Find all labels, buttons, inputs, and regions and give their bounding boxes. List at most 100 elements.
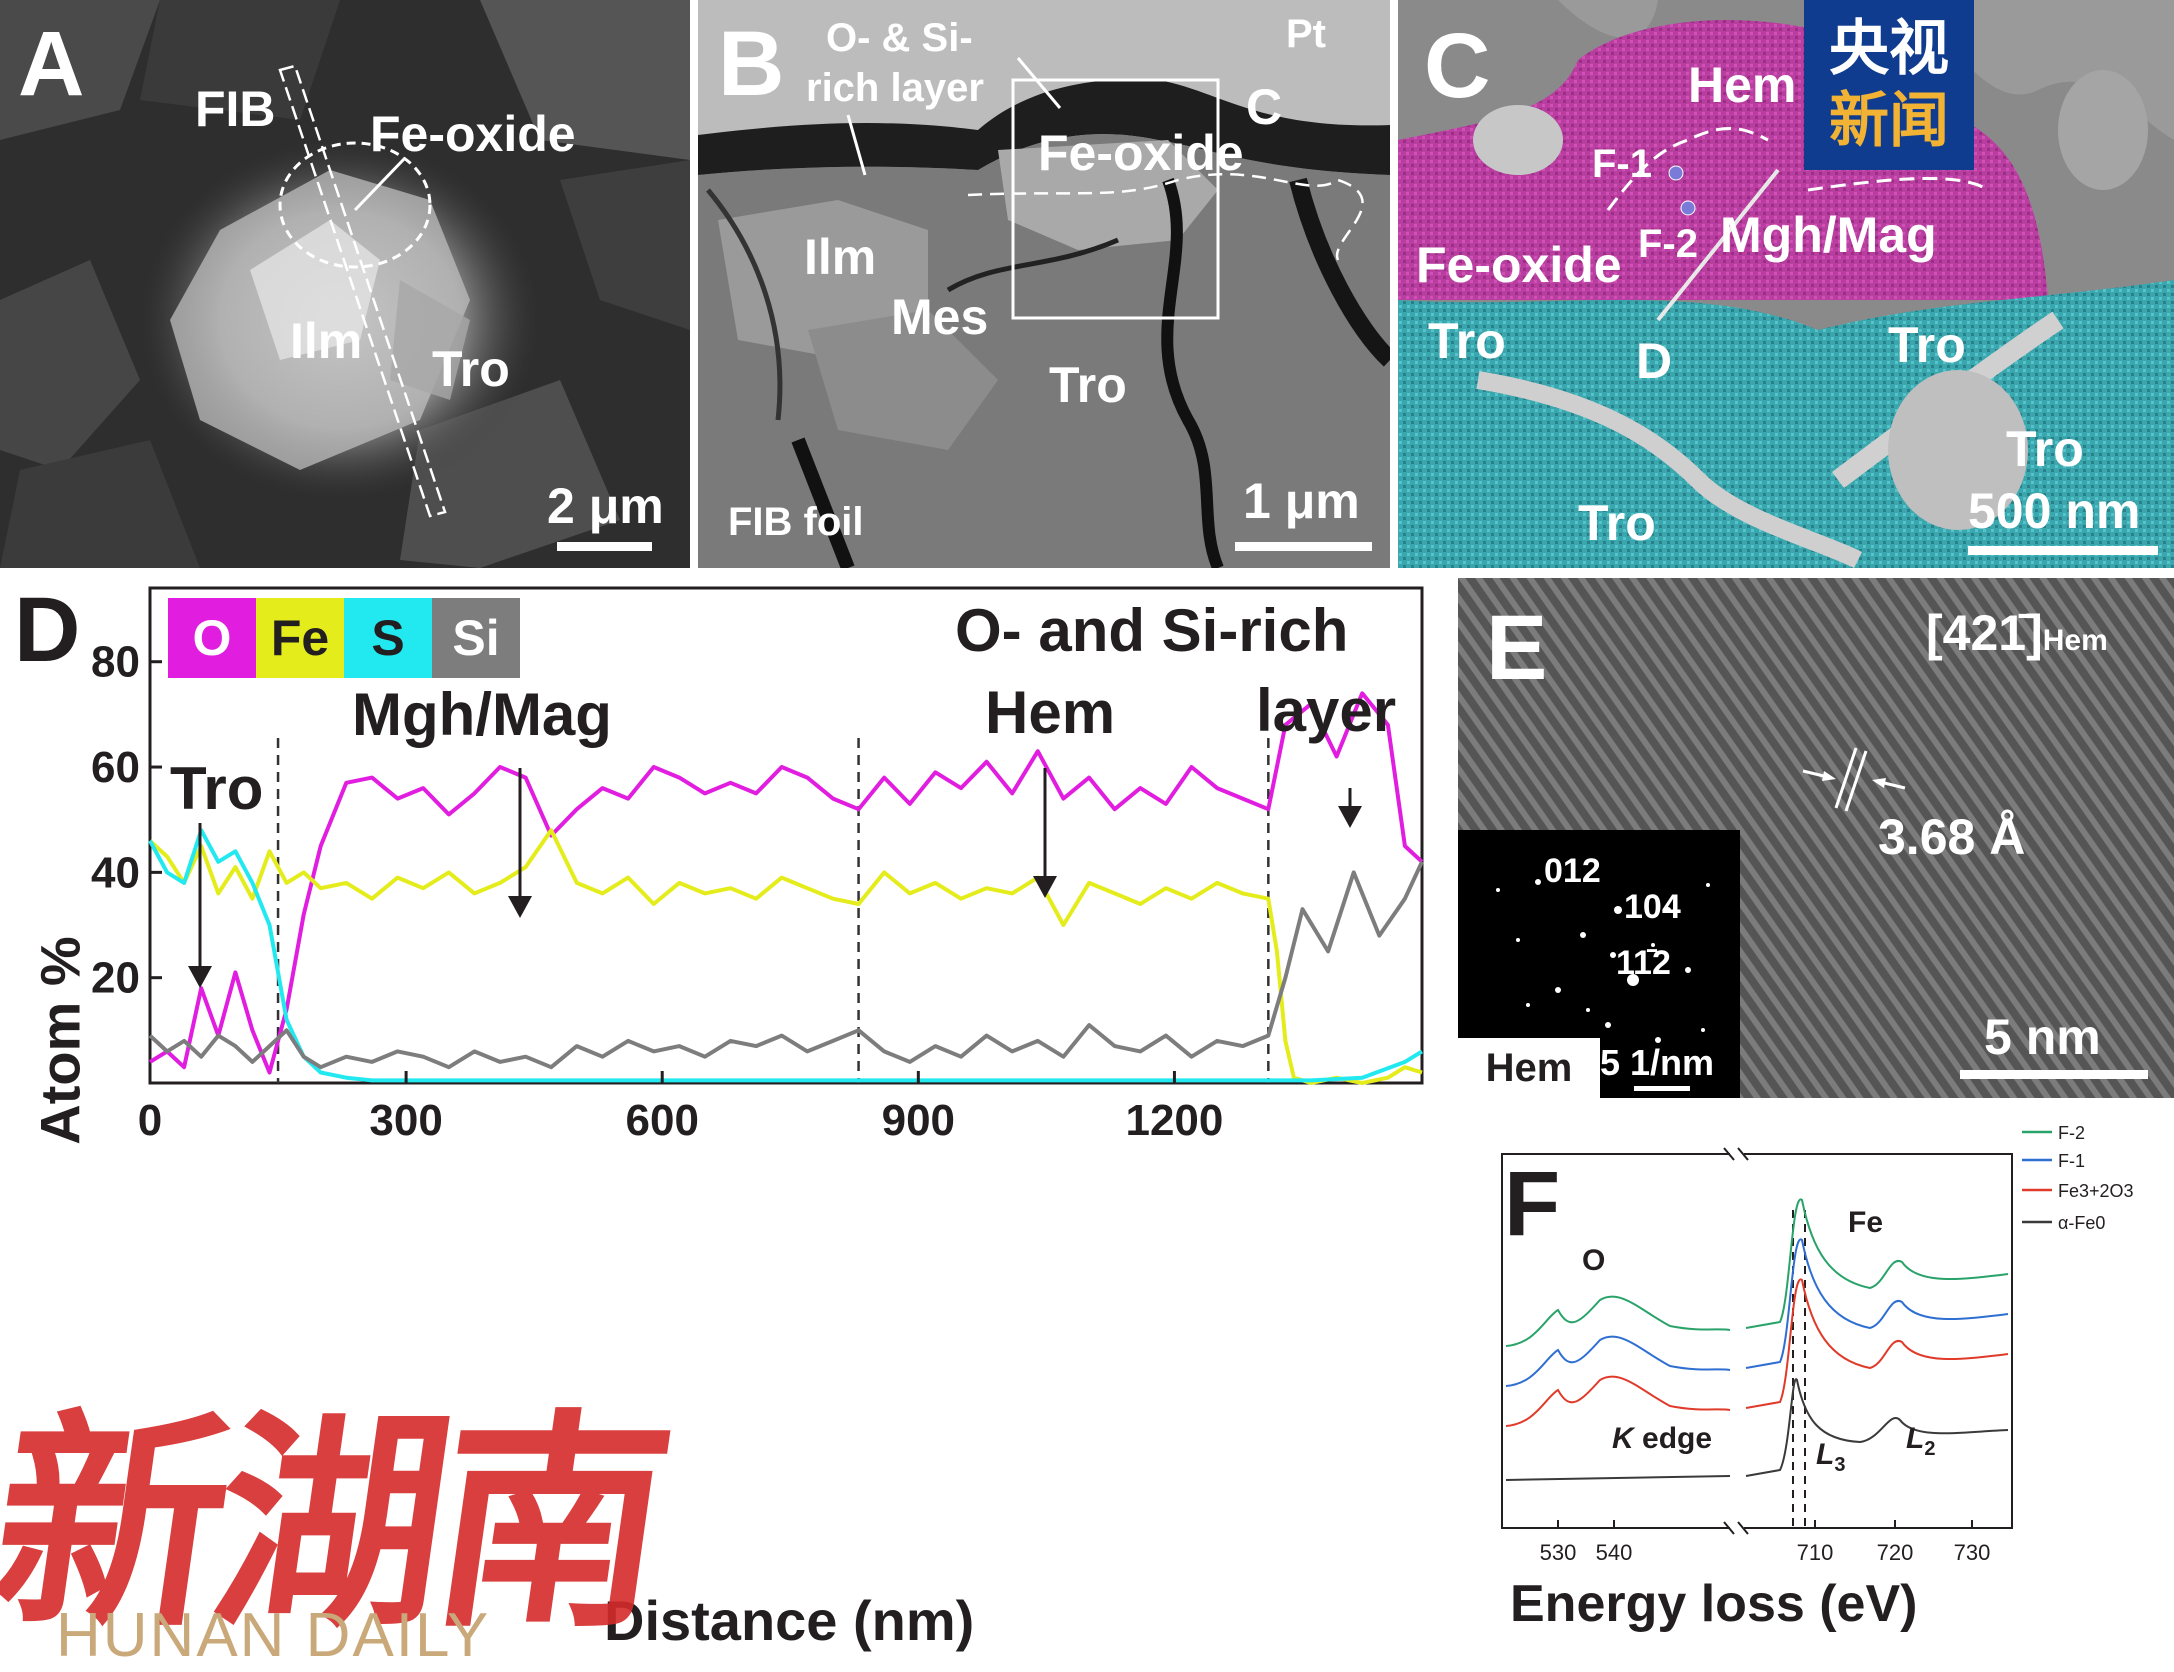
panel-letter: F xyxy=(1504,1153,1561,1255)
plot-frame xyxy=(1501,1153,2013,1529)
annotation-arrowhead-3 xyxy=(1338,806,1362,828)
saed-phase-label: Hem xyxy=(1458,1038,1600,1098)
panel-d: 0 300 600 900 1200 20 40 60 80 D O Fe S Si Tro M… xyxy=(0,578,1440,1672)
axis-break-gap xyxy=(1730,1146,1744,1536)
axis-break-bottom-b xyxy=(1737,1521,1749,1535)
tro-label: Tro xyxy=(432,341,510,397)
layer-annotation-line2: layer xyxy=(1256,677,1397,744)
cctv-news-logo: 央视 新闻 xyxy=(1804,0,1974,170)
x-tick-label-0: 0 xyxy=(138,1096,162,1145)
zone-axis-sub: Hem xyxy=(2042,624,2108,657)
spectrum-fe-1 xyxy=(1745,1238,2009,1369)
spectrum-o-1 xyxy=(1505,1335,1731,1387)
layer-annotation-line1: O- and Si-rich xyxy=(955,597,1349,664)
axis-break-bottom-a xyxy=(1723,1521,1735,1535)
panel-a: A FIB Fe-oxide Ilm Tro 2 μm xyxy=(0,0,690,568)
x-tick-label-600: 600 xyxy=(626,1096,699,1145)
scale-bar xyxy=(1235,542,1372,551)
eels-spectra-chart: 530 540 710 720 730 F-2 F-1 Fe3+2O3 α-Fe0 xyxy=(1501,1123,2134,1565)
saed-inset: 012 104 11̄2 Hem 5 1/nm xyxy=(1458,830,1740,1098)
pt-label: Pt xyxy=(1286,12,1326,56)
scale-bar-label: 500 nm xyxy=(1968,483,2141,539)
l3-label: L3 xyxy=(1816,1438,1845,1477)
scale-bar xyxy=(1960,1070,2148,1079)
tro-label-right: Tro xyxy=(1888,317,1966,373)
hem-annotation: Hem xyxy=(985,679,1116,746)
panel-e: E [421̄]Hem 3.68 Å 5 nm 012 104 11̄2 Hem… xyxy=(1458,578,2174,1098)
x-tick-label-300: 300 xyxy=(369,1096,442,1145)
legend-label-3: α-Fe0 xyxy=(2058,1213,2105,1233)
axis-break-top-a xyxy=(1723,1147,1735,1161)
x-axis-title: Distance (nm) xyxy=(604,1589,975,1652)
panel-letter: E xyxy=(1486,597,1548,699)
mes-label: Mes xyxy=(891,289,989,345)
spectrum-fe-2 xyxy=(1745,1278,2009,1409)
line-d-label: D xyxy=(1636,333,1673,389)
legend-o: O xyxy=(168,598,256,678)
d-spacing-label: 3.68 Å xyxy=(1878,809,2026,865)
panel-letter: D xyxy=(14,579,81,681)
legend-label-1: F-1 xyxy=(2058,1151,2085,1171)
tro-label-bottom: Tro xyxy=(1578,495,1656,551)
l2-letter: L xyxy=(1906,1422,1925,1455)
panel-a-image xyxy=(0,0,690,568)
hem-label: Hem xyxy=(1688,57,1797,113)
y-tick-label-80: 80 xyxy=(91,638,140,687)
series-line-si xyxy=(148,860,1424,1070)
x-tick-label-530: 530 xyxy=(1540,1540,1577,1565)
panel-c-image xyxy=(1398,0,2174,568)
y-axis-title: Atom % xyxy=(28,936,92,1145)
spectrum-o-0 xyxy=(1505,1295,1731,1347)
mgh-mag-label: Mgh/Mag xyxy=(1720,207,1937,263)
panel-letter: A xyxy=(18,13,85,115)
legend-label-0: F-2 xyxy=(2058,1123,2085,1143)
fe-edge-label: Fe xyxy=(1848,1206,1884,1239)
l3-sub: 3 xyxy=(1834,1454,1846,1476)
k-edge-k: K xyxy=(1612,1422,1634,1455)
ilm-label: Ilm xyxy=(804,229,877,285)
tro-label: Tro xyxy=(1049,357,1127,413)
scale-bar xyxy=(557,542,652,551)
mgh-mag-annotation: Mgh/Mag xyxy=(352,681,612,748)
annotation-arrowhead-0 xyxy=(188,966,212,988)
tro-annotation: Tro xyxy=(170,755,264,822)
series-line-o xyxy=(148,691,1424,1075)
fe-oxide-label: Fe-oxide xyxy=(1038,125,1244,181)
panel-b-image xyxy=(698,0,1390,568)
plot-frame xyxy=(148,586,1424,1085)
layer-label-line1: O- & Si- xyxy=(826,16,973,60)
logo-line1: 央视 xyxy=(1829,14,1949,84)
series-line-fe xyxy=(148,828,1423,1085)
annotation-arrowhead-1 xyxy=(508,896,532,918)
tro-label-bottom-right: Tro xyxy=(2006,421,2084,477)
spectrum-fe-0 xyxy=(1745,1198,2009,1329)
k-edge-label: K edge xyxy=(1612,1422,1712,1456)
fe-oxide-label: Fe-oxide xyxy=(1416,237,1622,293)
saed-index-104: 104 xyxy=(1624,888,1681,926)
scale-bar-label: 5 nm xyxy=(1984,1009,2101,1065)
o-edge-label: O xyxy=(1582,1244,1606,1277)
ilm-label: Ilm xyxy=(290,313,363,369)
fe-oxide-label: Fe-oxide xyxy=(370,106,576,162)
y-tick-label-60: 60 xyxy=(91,743,140,792)
scale-bar-label: 2 μm xyxy=(547,478,664,534)
legend-si: Si xyxy=(432,598,520,678)
fe-oxide-outline xyxy=(278,141,432,269)
panel-b: B O- & Si- rich layer Pt C Fe-oxide Ilm … xyxy=(698,0,1390,568)
watermark-en: HUNAN DAILY xyxy=(56,1601,491,1670)
spectrum-o-3 xyxy=(1505,1475,1731,1481)
saed-index-012: 012 xyxy=(1544,852,1601,890)
panel-letter: B xyxy=(718,13,785,115)
saed-scale-label: 5 1/nm xyxy=(1600,1042,1715,1083)
x-tick-label-540: 540 xyxy=(1596,1540,1633,1565)
legend-s: S xyxy=(344,598,432,678)
spectrum-fe-3 xyxy=(1745,1378,2009,1477)
legend-fe: Fe xyxy=(256,598,344,678)
zone-axis-label: [421̄]Hem xyxy=(1926,604,2108,662)
x-tick-label-710: 710 xyxy=(1797,1540,1834,1565)
y-tick-label-40: 40 xyxy=(91,848,140,897)
x-axis-title: Energy loss (eV) xyxy=(1510,1575,1918,1633)
panel-letter: C xyxy=(1424,15,1491,117)
l2-label: L2 xyxy=(1906,1422,1935,1461)
saed-scale-bar xyxy=(1634,1086,1690,1091)
